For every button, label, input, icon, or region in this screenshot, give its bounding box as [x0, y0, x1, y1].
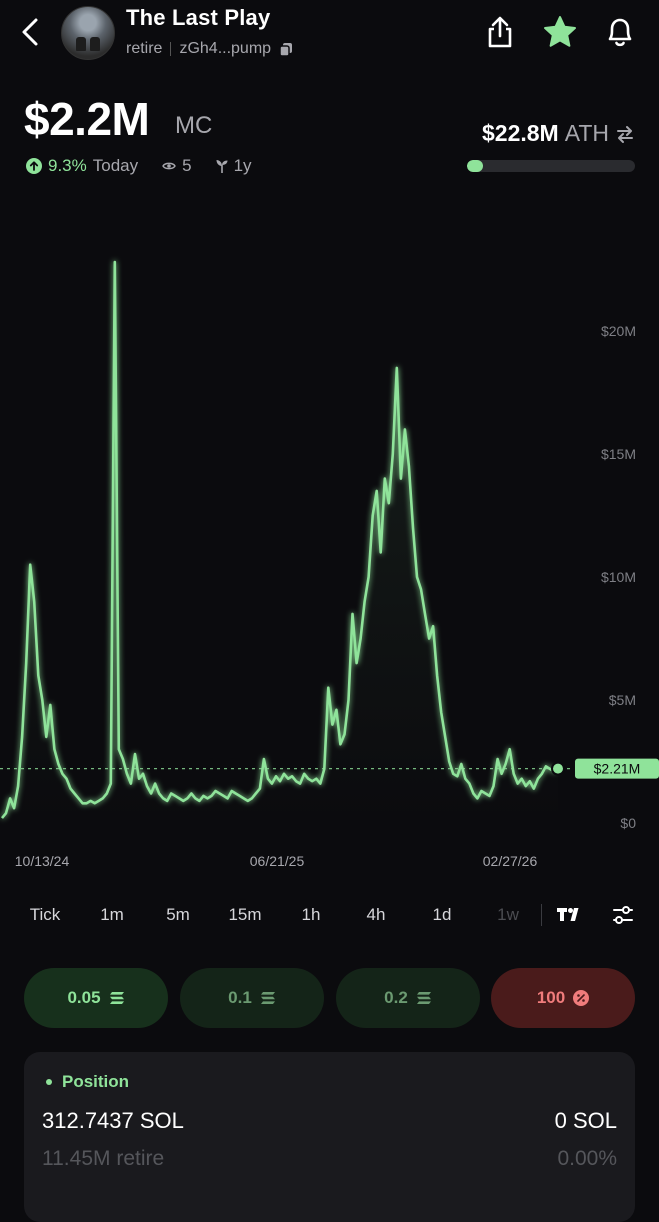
token-age: 1y	[233, 156, 252, 175]
price-chart[interactable]: $20M $15M $10M $5M $0 10/13/24 06/21/25 02/27/…	[0, 200, 659, 890]
position-title: Position	[46, 1072, 129, 1092]
sprout-icon	[216, 160, 228, 173]
bell-icon	[608, 18, 632, 47]
tab-divider	[541, 904, 542, 926]
ath-progress-fill	[467, 160, 484, 172]
timeframe-tabs: Tick 1m 5m 15m 1h 4h 1d 1w	[0, 896, 659, 934]
x-axis-tick-label: 06/21/25	[250, 853, 305, 869]
current-price-tag	[575, 758, 659, 779]
tab-1d[interactable]: 1d	[432, 905, 452, 924]
tab-1h[interactable]: 1h	[301, 905, 321, 924]
settings-sliders-icon[interactable]	[611, 903, 635, 927]
quick-buy-label: 0.1	[228, 988, 252, 1007]
divider	[170, 42, 172, 56]
y-axis-tick-label: $10M	[601, 569, 636, 585]
quick-buy-0.2-button[interactable]: 0.2	[336, 968, 480, 1028]
quick-buy-label: 0.05	[67, 988, 101, 1007]
change-period: Today	[92, 156, 139, 175]
star-icon	[544, 16, 576, 47]
current-price-dot	[551, 761, 565, 776]
y-axis-tick-label: $0	[620, 815, 636, 831]
token-avatar	[61, 6, 115, 60]
position-card	[24, 1052, 635, 1222]
arrow-up-circle-icon	[26, 158, 42, 174]
market-cap-value: $2.2M	[24, 93, 150, 145]
token-stats: 9.3% Today 5 1y	[26, 156, 252, 176]
x-axis-tick-label: 02/27/26	[483, 853, 538, 869]
position-sol-amount: 312.7437 SOL	[42, 1108, 184, 1133]
tab-1m[interactable]: 1m	[100, 905, 124, 924]
position-token-amount: 11.45M retire	[42, 1147, 165, 1170]
ath-value: $22.8M	[481, 120, 559, 146]
position-pnl-sol: 0 SOL	[554, 1108, 617, 1133]
token-subtitle: retire zGh4...pump	[126, 40, 293, 58]
y-axis-tick-label: $5M	[609, 692, 636, 708]
x-axis-tick-label: 10/13/24	[15, 853, 70, 869]
ath-unit: ATH	[564, 120, 609, 146]
quick-sell-label: 100	[536, 988, 566, 1007]
watcher-count: 5	[182, 156, 192, 175]
solana-icon	[260, 992, 275, 1004]
tab-1w[interactable]: 1w	[497, 905, 519, 924]
back-chevron-icon	[22, 18, 38, 46]
swap-arrows-icon[interactable]	[615, 124, 635, 144]
quick-buy-label: 0.2	[384, 988, 408, 1007]
tab-4h[interactable]: 4h	[366, 905, 386, 924]
ath-progress-bar	[467, 160, 635, 172]
quick-buy-0.1-button[interactable]: 0.1	[180, 968, 324, 1028]
share-button[interactable]	[482, 12, 518, 52]
quick-sell-100-percent-button[interactable]: 100	[491, 968, 635, 1028]
tradingview-icon[interactable]	[556, 906, 584, 924]
current-price-label: $2.21M	[594, 761, 641, 777]
favorite-button[interactable]	[542, 12, 578, 52]
ath-display[interactable]: $22.8M ATH	[482, 120, 635, 147]
y-axis-tick-label: $20M	[601, 323, 636, 339]
solana-icon	[109, 992, 124, 1004]
token-name: The Last Play	[126, 5, 271, 30]
percent-icon	[573, 990, 590, 1006]
tab-5m[interactable]: 5m	[166, 905, 190, 924]
tab-tick[interactable]: Tick	[29, 905, 61, 924]
quick-buy-0.05-button[interactable]: 0.05	[24, 968, 168, 1028]
market-cap-unit: MC	[175, 112, 213, 139]
solana-icon	[416, 992, 431, 1004]
tab-15m[interactable]: 15m	[228, 905, 262, 924]
token-ticker: retire	[126, 40, 163, 57]
position-pnl-percent: 0.00%	[557, 1147, 617, 1170]
share-icon	[488, 16, 512, 48]
y-axis-tick-label: $15M	[601, 446, 636, 462]
position-title-label: Position	[62, 1072, 130, 1091]
price-line	[0, 260, 559, 819]
copy-icon[interactable]	[279, 42, 293, 57]
change-percent: 9.3%	[48, 156, 87, 175]
token-address[interactable]: zGh4...pump	[179, 40, 272, 57]
alert-button[interactable]	[602, 12, 638, 52]
eye-icon	[162, 162, 176, 170]
back-button[interactable]	[14, 14, 48, 50]
price-area	[2, 262, 558, 824]
status-dot	[46, 1079, 52, 1085]
